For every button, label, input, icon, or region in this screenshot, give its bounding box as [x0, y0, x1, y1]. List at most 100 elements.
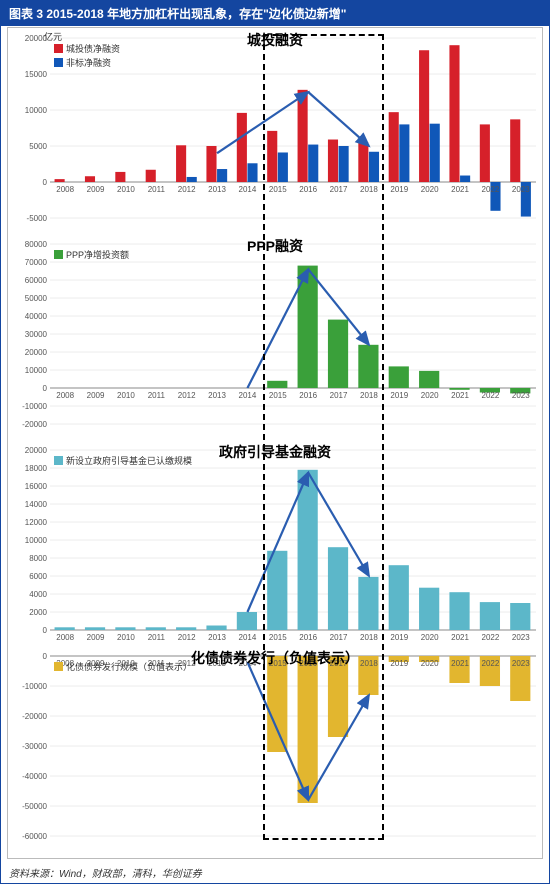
panel-title-gov-fund: 政府引导基金融资	[219, 442, 331, 462]
bar	[115, 172, 125, 182]
bar	[267, 551, 287, 630]
legend-urban-inv: 城投债净融资非标净融资	[54, 42, 120, 70]
svg-text:2014: 2014	[239, 633, 257, 642]
svg-text:2015: 2015	[269, 633, 287, 642]
svg-text:2023: 2023	[512, 391, 530, 400]
svg-text:2018: 2018	[360, 391, 378, 400]
bar	[328, 547, 348, 630]
svg-text:2017: 2017	[330, 633, 348, 642]
svg-text:2009: 2009	[87, 633, 105, 642]
svg-text:60000: 60000	[25, 276, 48, 285]
legend-gov-fund: 新设立政府引导基金已认缴规模	[54, 454, 192, 468]
figure-title: 图表 3 2015-2018 年地方加杠杆出现乱象，存在"边化债边新增"	[1, 1, 549, 26]
bar	[399, 124, 409, 182]
bar	[237, 113, 247, 182]
svg-text:2020: 2020	[421, 391, 439, 400]
svg-text:2009: 2009	[87, 391, 105, 400]
svg-text:2022: 2022	[482, 391, 500, 400]
svg-text:8000: 8000	[29, 554, 47, 563]
svg-text:20000: 20000	[25, 446, 48, 455]
svg-text:2018: 2018	[360, 185, 378, 194]
svg-text:-60000: -60000	[22, 832, 47, 841]
bar	[328, 140, 338, 182]
bar	[358, 345, 378, 388]
svg-text:2022: 2022	[482, 185, 500, 194]
svg-text:80000: 80000	[25, 240, 48, 249]
svg-text:2022: 2022	[482, 633, 500, 642]
svg-text:2019: 2019	[390, 633, 408, 642]
svg-text:70000: 70000	[25, 258, 48, 267]
svg-text:-40000: -40000	[22, 772, 47, 781]
svg-text:2020: 2020	[421, 659, 439, 668]
svg-text:2013: 2013	[208, 633, 226, 642]
svg-text:2020: 2020	[421, 185, 439, 194]
bar	[430, 124, 440, 182]
bar	[146, 170, 156, 182]
svg-text:30000: 30000	[25, 330, 48, 339]
legend-swatch	[54, 662, 63, 671]
bar	[449, 592, 469, 630]
bar	[389, 565, 409, 630]
svg-text:40000: 40000	[25, 312, 48, 321]
panel-gov-fund: 政府引导基金融资新设立政府引导基金已认缴规模020004000600080001…	[8, 440, 542, 646]
charts-container: 城投融资亿元城投债净融资非标净融资-5000050001000015000200…	[7, 27, 543, 859]
svg-text:2015: 2015	[269, 185, 287, 194]
svg-text:2009: 2009	[87, 185, 105, 194]
bar	[55, 179, 65, 182]
panel-title-urban-inv: 城投融资	[247, 30, 303, 50]
legend-label: 新设立政府引导基金已认缴规模	[66, 454, 192, 467]
bar	[480, 124, 490, 182]
svg-text:2019: 2019	[390, 391, 408, 400]
svg-text:0: 0	[43, 626, 48, 635]
svg-text:2010: 2010	[117, 633, 135, 642]
svg-text:-5000: -5000	[27, 214, 48, 223]
svg-text:2011: 2011	[148, 633, 166, 642]
legend-ppp: PPP净增投资额	[54, 248, 129, 262]
svg-text:-20000: -20000	[22, 420, 47, 429]
bar	[510, 603, 530, 630]
panel-title-debt-issue: 化债债券发行（负值表示）	[191, 648, 359, 850]
svg-text:2021: 2021	[451, 185, 469, 194]
legend-swatch	[54, 44, 63, 53]
bar	[267, 131, 277, 182]
bar	[308, 145, 318, 182]
bar	[419, 588, 439, 630]
svg-text:2018: 2018	[360, 659, 378, 668]
panel-title-ppp: PPP融资	[247, 236, 303, 256]
legend-label: 化债债券发行规模（负值表示）	[66, 660, 192, 673]
svg-text:2016: 2016	[299, 391, 317, 400]
bar	[298, 90, 308, 182]
svg-text:16000: 16000	[25, 482, 48, 491]
legend-swatch	[54, 250, 63, 259]
svg-text:2008: 2008	[56, 391, 74, 400]
bar	[146, 627, 166, 630]
svg-text:2023: 2023	[512, 659, 530, 668]
svg-text:6000: 6000	[29, 572, 47, 581]
svg-text:2011: 2011	[148, 391, 166, 400]
bar	[267, 381, 287, 388]
bar	[206, 146, 216, 182]
svg-text:2016: 2016	[299, 633, 317, 642]
svg-text:0: 0	[43, 652, 48, 661]
bar	[389, 112, 399, 182]
svg-text:-10000: -10000	[22, 402, 47, 411]
legend-debt-issue: 化债债券发行规模（负值表示）	[54, 660, 192, 674]
trend-arrow	[308, 92, 369, 146]
legend-label: 城投债净融资	[66, 42, 120, 55]
bar	[278, 152, 288, 182]
svg-text:2023: 2023	[512, 633, 530, 642]
svg-text:20000: 20000	[25, 348, 48, 357]
trend-arrow	[217, 92, 308, 153]
svg-text:15000: 15000	[25, 70, 48, 79]
svg-text:50000: 50000	[25, 294, 48, 303]
svg-text:2012: 2012	[178, 633, 196, 642]
bar	[389, 366, 409, 388]
svg-text:2019: 2019	[390, 659, 408, 668]
svg-text:2000: 2000	[29, 608, 47, 617]
bar	[328, 320, 348, 388]
svg-text:2019: 2019	[390, 185, 408, 194]
bar	[55, 627, 75, 630]
svg-text:2015: 2015	[269, 391, 287, 400]
bar	[358, 142, 368, 182]
bar	[176, 145, 186, 182]
